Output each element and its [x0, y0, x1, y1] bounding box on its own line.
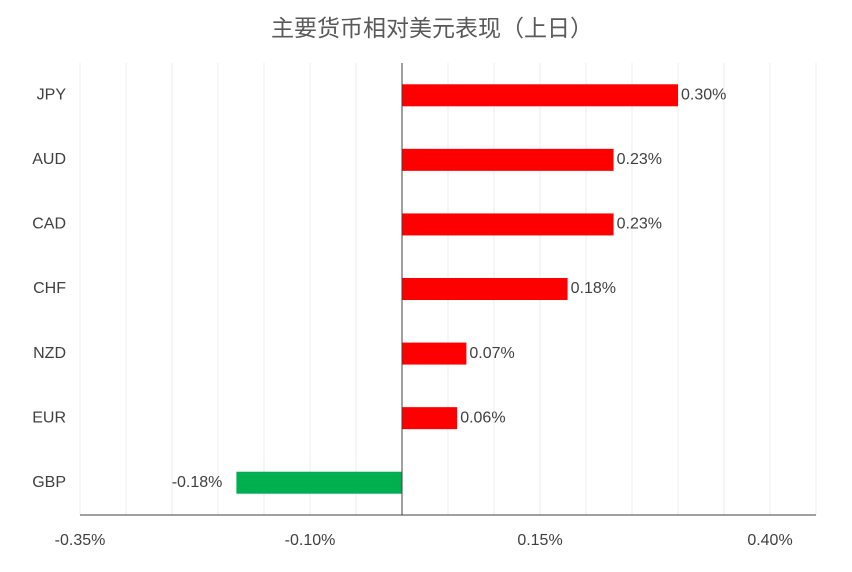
- bar: [236, 471, 402, 494]
- y-tick-label: CHF: [33, 280, 66, 297]
- bar: [402, 278, 568, 300]
- bar: [402, 84, 678, 107]
- value-label: 0.30%: [681, 87, 726, 104]
- y-tick-label: GBP: [32, 474, 66, 491]
- y-tick-label: CAD: [32, 216, 66, 233]
- x-tick-label: -0.35%: [55, 532, 106, 549]
- value-label: 0.06%: [460, 409, 505, 426]
- x-tick-label: -0.10%: [285, 532, 336, 549]
- y-tick-label: NZD: [33, 345, 66, 362]
- value-label: 0.07%: [469, 345, 514, 362]
- value-label: 0.18%: [571, 280, 616, 297]
- y-tick-label: AUD: [32, 151, 66, 168]
- value-label: -0.18%: [172, 474, 223, 491]
- bar: [402, 148, 614, 171]
- bar: [402, 407, 458, 430]
- y-tick-label: EUR: [32, 409, 66, 426]
- bar: [402, 213, 614, 236]
- x-tick-label: 0.15%: [517, 532, 562, 549]
- chart-title: 主要货币相对美元表现（上日）: [271, 15, 593, 41]
- value-label: 0.23%: [617, 151, 662, 168]
- y-tick-label: JPY: [37, 87, 67, 104]
- value-label: 0.23%: [617, 216, 662, 233]
- x-tick-label: 0.40%: [747, 532, 792, 549]
- bar: [402, 342, 467, 365]
